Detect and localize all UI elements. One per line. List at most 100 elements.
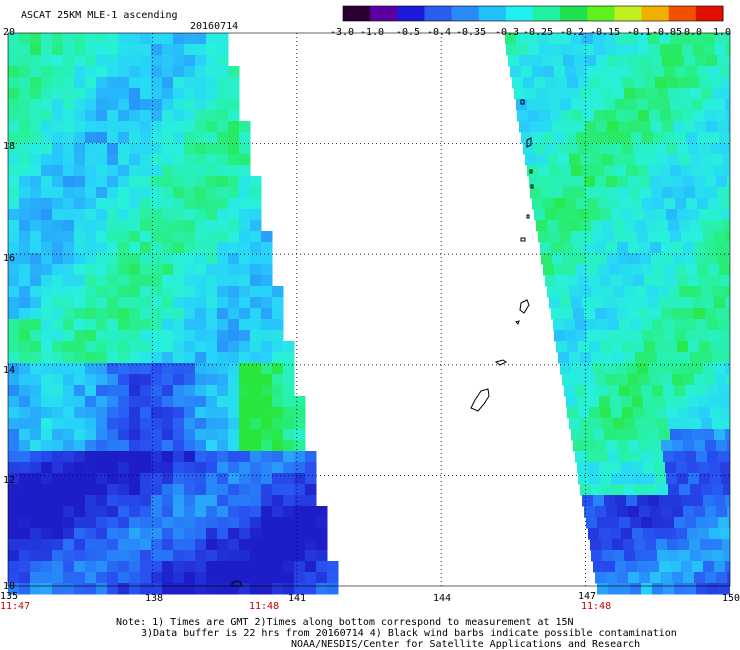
colorbar-label: -0.4 bbox=[427, 27, 452, 38]
swath-cell bbox=[560, 165, 572, 177]
colorbar-swatch bbox=[478, 6, 507, 21]
swath-cell bbox=[547, 154, 559, 166]
swath-cell bbox=[573, 374, 585, 386]
swath-cell bbox=[615, 33, 627, 45]
swath-cell bbox=[604, 561, 616, 573]
swath-cell bbox=[671, 110, 683, 122]
swath-cell bbox=[710, 77, 722, 89]
swath-cell bbox=[8, 308, 20, 320]
swath-cell bbox=[709, 462, 721, 474]
swath-cell bbox=[41, 176, 53, 188]
swath-cell bbox=[283, 451, 295, 463]
swath-cell bbox=[294, 539, 306, 551]
swath-cell bbox=[8, 352, 20, 364]
swath-cell bbox=[634, 539, 646, 551]
swath-cell bbox=[63, 495, 75, 507]
swath-cell bbox=[712, 154, 724, 166]
swath-cell bbox=[239, 495, 251, 507]
swath-cell bbox=[173, 495, 185, 507]
swath-cell bbox=[674, 451, 686, 463]
swath-cell bbox=[725, 495, 730, 507]
swath-cell bbox=[536, 88, 548, 100]
swath-cell bbox=[705, 176, 717, 188]
swath-cell bbox=[694, 506, 706, 518]
swath-cell bbox=[30, 55, 42, 67]
swath-cell bbox=[85, 165, 97, 177]
islands bbox=[231, 99, 534, 587]
swath-cell bbox=[217, 242, 229, 254]
swath-cell bbox=[162, 363, 174, 375]
swath-cell bbox=[668, 352, 680, 364]
swath-cell bbox=[706, 253, 718, 265]
swath-cell bbox=[250, 253, 262, 265]
swath-cell bbox=[633, 77, 645, 89]
swath-cell bbox=[8, 539, 20, 551]
swath-cell bbox=[635, 286, 647, 298]
swath-cell bbox=[63, 341, 75, 353]
swath-cell bbox=[616, 44, 628, 56]
swath-cell bbox=[8, 374, 20, 386]
swath-cell bbox=[173, 352, 185, 364]
swath-cell bbox=[195, 308, 207, 320]
swath-cell bbox=[681, 429, 693, 441]
swath-cell bbox=[697, 66, 709, 78]
swath-cell bbox=[615, 429, 627, 441]
swath-cell bbox=[637, 363, 649, 375]
swath-cell bbox=[107, 154, 119, 166]
swath-cell bbox=[582, 99, 594, 111]
swath-cell bbox=[19, 462, 31, 474]
swath-cell bbox=[52, 385, 64, 397]
swath-cell bbox=[107, 99, 119, 111]
swath-cell bbox=[539, 110, 551, 122]
swath-cell bbox=[560, 231, 572, 243]
swath-cell bbox=[552, 253, 564, 265]
swath-cell bbox=[96, 561, 108, 573]
swath-cell bbox=[118, 517, 130, 529]
swath-cell bbox=[206, 297, 218, 309]
swath-cell bbox=[173, 583, 185, 595]
swath-cell bbox=[41, 253, 53, 265]
swath-cell bbox=[628, 440, 640, 452]
swath-cell bbox=[250, 220, 262, 232]
swath-cell bbox=[575, 319, 587, 331]
swath-cell bbox=[655, 275, 667, 287]
lon-label: 135 bbox=[0, 591, 19, 602]
swath-cell bbox=[571, 33, 583, 45]
swath-cell bbox=[85, 462, 97, 474]
swath-cell bbox=[206, 154, 218, 166]
swath-cell bbox=[728, 253, 730, 265]
swath-cell bbox=[679, 286, 691, 298]
swath-cell bbox=[74, 396, 86, 408]
swath-cell bbox=[19, 154, 31, 166]
swath-cell bbox=[173, 99, 185, 111]
swath-cell bbox=[228, 506, 240, 518]
swath-cell bbox=[305, 451, 317, 463]
swath-cell bbox=[685, 319, 697, 331]
swath-cell bbox=[327, 572, 339, 584]
swath-cell bbox=[294, 528, 306, 540]
swath-cell bbox=[727, 176, 730, 188]
swath-cell bbox=[723, 352, 730, 364]
swath-cell bbox=[716, 506, 728, 518]
swath-cell bbox=[648, 99, 660, 111]
swath-cell bbox=[151, 363, 163, 375]
swath-cell bbox=[250, 341, 262, 353]
swath-cell bbox=[19, 506, 31, 518]
swath-cell bbox=[628, 572, 640, 584]
swath-cell bbox=[239, 286, 251, 298]
swath-cell bbox=[8, 484, 20, 496]
swath-cell bbox=[272, 462, 284, 474]
swath-cell bbox=[19, 572, 31, 584]
swath-cell bbox=[228, 462, 240, 474]
swath-cell bbox=[228, 121, 240, 133]
swath-cell bbox=[643, 462, 655, 474]
swath-cell bbox=[250, 352, 262, 364]
swath-cell bbox=[162, 572, 174, 584]
swath-cell bbox=[118, 176, 130, 188]
swath-cell bbox=[551, 308, 563, 320]
swath-cell bbox=[19, 242, 31, 254]
swath-cell bbox=[8, 550, 20, 562]
swath-cell bbox=[690, 154, 702, 166]
swath-cell bbox=[140, 385, 152, 397]
swath-cell bbox=[184, 308, 196, 320]
